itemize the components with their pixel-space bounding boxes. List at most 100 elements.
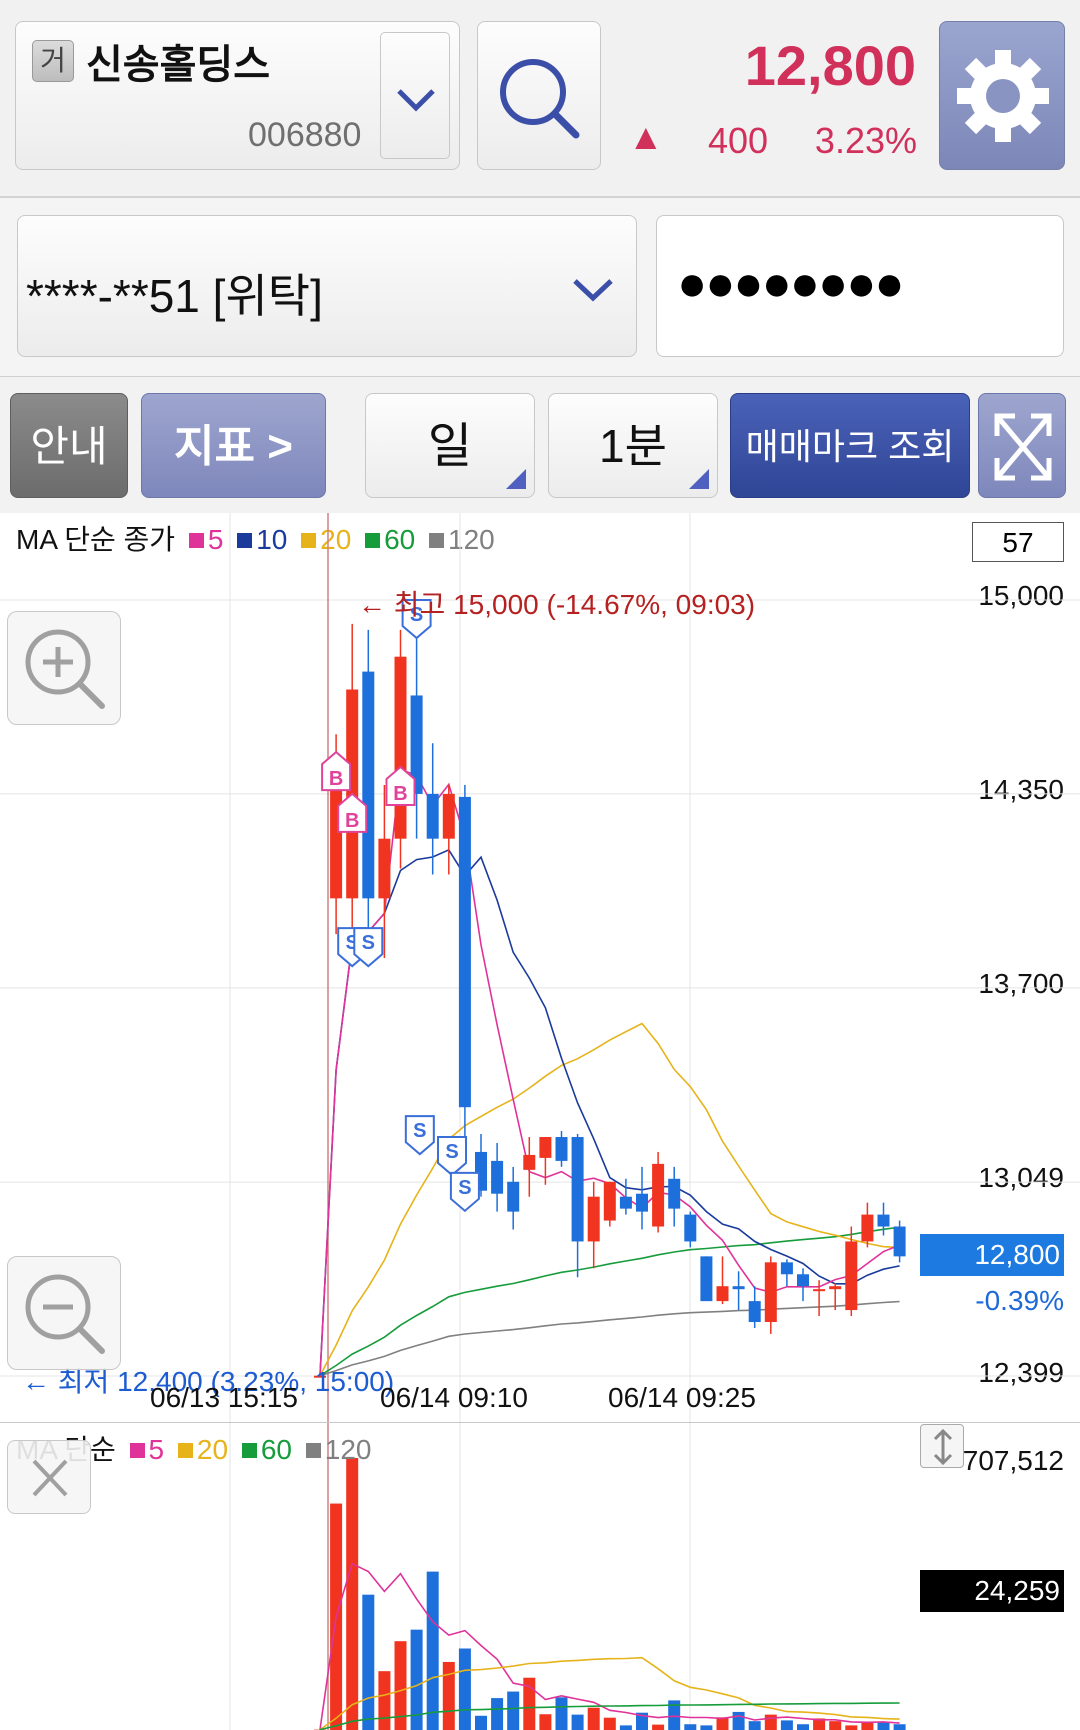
- candle: [314, 1375, 326, 1378]
- interval-label: 1분: [599, 420, 667, 472]
- legend-ma20: 20: [320, 524, 352, 555]
- candle-body: [668, 1178, 681, 1209]
- volume-bar: [797, 1724, 809, 1730]
- account-number: ****-**51 [위탁]: [26, 270, 323, 322]
- volume-bar: [458, 1648, 471, 1730]
- candle-body: [523, 1154, 536, 1170]
- marker-letter: S: [413, 1120, 426, 1142]
- indicator-button[interactable]: 지표 >: [141, 393, 326, 498]
- candle: [668, 1166, 681, 1227]
- low-price-annotation: ← 최저 12,400 (3.23%, 15:00): [22, 1366, 395, 1397]
- price-legend-title: MA 단순 종가: [16, 524, 176, 555]
- candle-body: [314, 1375, 326, 1378]
- period-selector[interactable]: 일: [365, 393, 535, 498]
- zoom-in-button[interactable]: [7, 611, 121, 725]
- legend-ma5: 5: [207, 524, 224, 555]
- volume-bar: [813, 1718, 826, 1730]
- volume-bar: [764, 1714, 777, 1730]
- change-arrow: ▲: [628, 116, 664, 157]
- volume-bar: [442, 1661, 455, 1730]
- candle-body: [410, 695, 423, 794]
- chart-area[interactable]: [0, 513, 1080, 1730]
- search-button[interactable]: [477, 21, 601, 170]
- volume-bar: [619, 1725, 632, 1730]
- sell-marker: S: [449, 1171, 480, 1213]
- current-volume-tag: 24,259: [920, 1570, 1064, 1612]
- marker-shape: [321, 750, 352, 792]
- candle-body: [877, 1214, 890, 1227]
- chevron-down-icon: [397, 89, 435, 112]
- volume-bar: [636, 1712, 648, 1730]
- volume-y-top: 707,512: [962, 1445, 1064, 1476]
- resize-handle[interactable]: [920, 1424, 964, 1468]
- y-tick-label: 13,049: [978, 1162, 1064, 1193]
- candle-body: [893, 1226, 906, 1257]
- trade-mark-button[interactable]: 매매마크 조회: [730, 393, 970, 498]
- zoom-out-button[interactable]: [7, 1256, 121, 1370]
- candle: [426, 743, 439, 875]
- volume-bar: [861, 1722, 874, 1730]
- close-volume-button[interactable]: [7, 1440, 91, 1514]
- current-price: 12,800: [744, 34, 916, 97]
- interval-selector[interactable]: 1분: [548, 393, 718, 498]
- candle-count-box[interactable]: 57: [972, 522, 1064, 562]
- marker-letter: B: [329, 768, 343, 790]
- volume-bar: [571, 1714, 584, 1730]
- stock-dropdown-button[interactable]: [380, 32, 450, 159]
- volume-bar: [700, 1725, 713, 1730]
- password-field[interactable]: ●●●●●●●●: [656, 215, 1064, 357]
- vol-ma5-line: [319, 1562, 900, 1730]
- account-selector[interactable]: ****-**51 [위탁]: [17, 215, 637, 357]
- marker-shape: [404, 1115, 435, 1156]
- candle-body: [684, 1214, 697, 1242]
- candle: [893, 1220, 906, 1263]
- volume-bar: [732, 1711, 745, 1730]
- vol-ma60-line: [319, 1702, 900, 1730]
- volume-bar: [475, 1715, 487, 1730]
- candle: [491, 1142, 504, 1212]
- candle-body: [764, 1262, 777, 1322]
- candle: [458, 784, 471, 1138]
- candle: [523, 1137, 536, 1197]
- marker-shape: [401, 599, 432, 640]
- settings-button[interactable]: [939, 21, 1065, 170]
- marker-letter: S: [410, 604, 423, 626]
- candle: [813, 1280, 826, 1317]
- fullscreen-button[interactable]: [978, 393, 1066, 498]
- candle: [716, 1256, 729, 1305]
- legend-vol-ma20: 20: [196, 1434, 229, 1465]
- candle: [861, 1202, 874, 1248]
- period-label: 일: [427, 420, 473, 473]
- candle: [652, 1151, 665, 1233]
- candle-body: [442, 793, 455, 839]
- marker-shape: [337, 792, 368, 833]
- guide-button[interactable]: 안내: [10, 393, 128, 498]
- marker-letter: B: [345, 810, 359, 832]
- volume-bar: [523, 1677, 536, 1730]
- candle-body: [587, 1196, 600, 1242]
- volume-bar: [603, 1717, 616, 1730]
- candle: [700, 1256, 713, 1302]
- marker-letter: S: [458, 1177, 471, 1199]
- volume-bar: [587, 1707, 600, 1730]
- candle-body: [845, 1241, 858, 1311]
- candle-body: [362, 671, 375, 899]
- y-tick-label: 15,000: [978, 580, 1064, 611]
- candle-body: [394, 656, 407, 839]
- stock-code: 006880: [248, 116, 362, 154]
- volume-chart[interactable]: [0, 1423, 1080, 1730]
- vol-ma20-line: [319, 1656, 900, 1730]
- volume-bar: [829, 1721, 842, 1730]
- x-tick-label: 06/13 15:15: [150, 1382, 298, 1413]
- volume-bar: [539, 1714, 552, 1730]
- close-icon: [32, 1459, 68, 1497]
- candle: [684, 1211, 697, 1248]
- marker-shape: [353, 927, 384, 968]
- candle: [539, 1137, 552, 1185]
- market-badge: 거: [32, 40, 74, 82]
- candle: [636, 1166, 648, 1230]
- candle: [732, 1271, 745, 1311]
- candle: [764, 1256, 777, 1334]
- legend-ma60: 60: [384, 524, 416, 555]
